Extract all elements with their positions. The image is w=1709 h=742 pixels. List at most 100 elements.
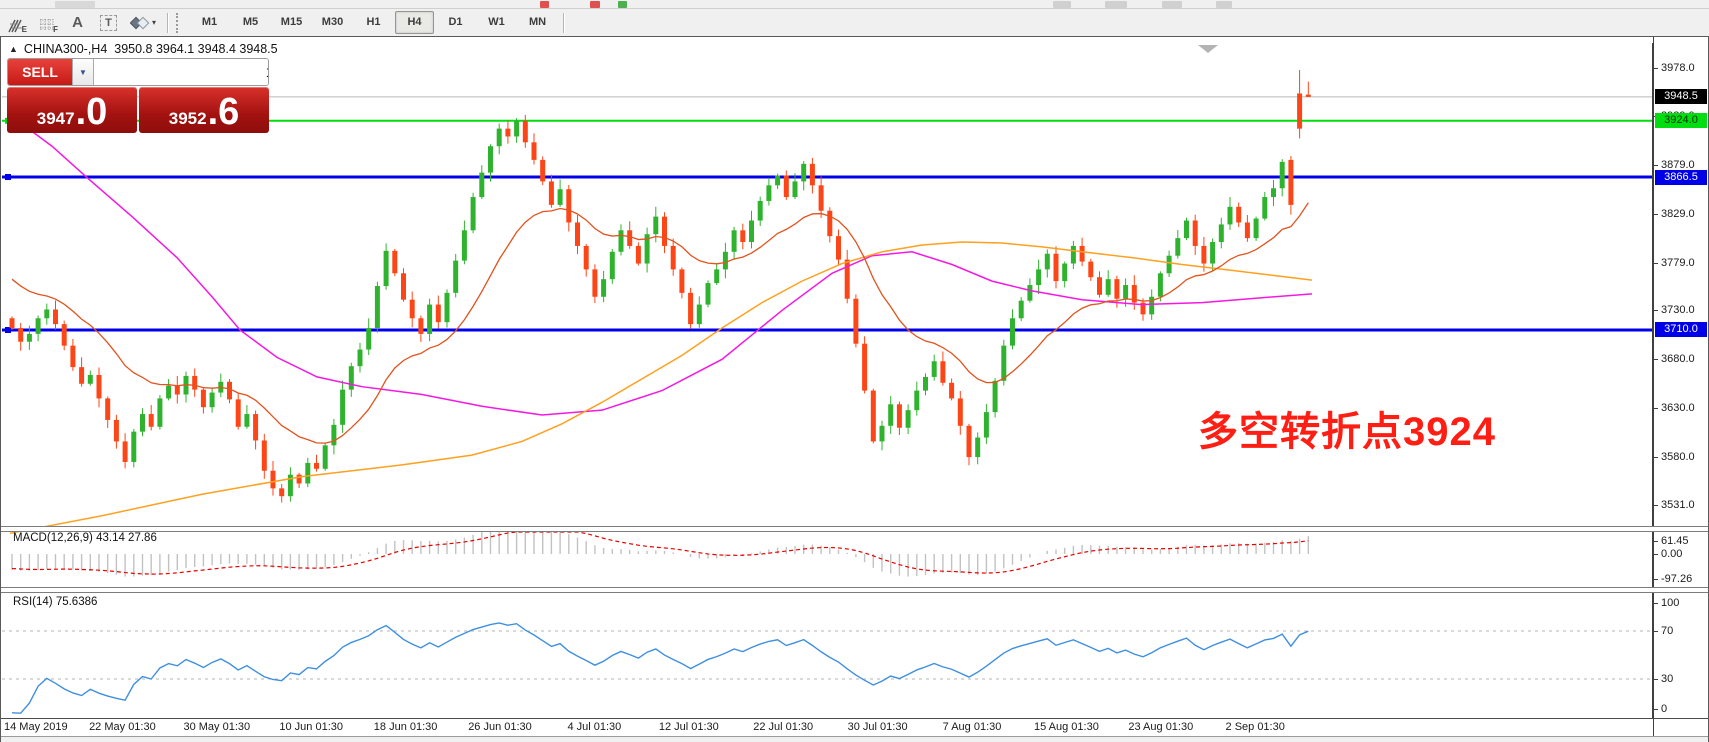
clipped-toolbar-button-2 — [590, 1, 600, 8]
price-badge-3948.5: 3948.5 — [1655, 89, 1707, 105]
price-tick-3680.0-tick — [1654, 359, 1658, 361]
rsi-tick-30: 30 — [1661, 673, 1674, 685]
sell-price-box[interactable]: 3947 .0 — [7, 87, 137, 133]
date-label-5: 26 Jun 01:30 — [468, 721, 532, 733]
date-label-7: 12 Jul 01:30 — [658, 721, 719, 733]
timeframe-M30[interactable]: M30 — [321, 16, 344, 28]
symbol-name: CHINA300-,H4 — [23, 42, 108, 56]
buy-price-box[interactable]: 3952 .6 — [139, 87, 269, 133]
date-label-3: 10 Jun 01:30 — [279, 721, 343, 733]
price-tick-3580.0: 3580.0 — [1661, 451, 1695, 464]
rsi-tick-30-tick — [1654, 679, 1658, 680]
price-axis[interactable]: 3978.03929.03879.03829.03779.03730.03680… — [1653, 37, 1708, 736]
price-tick-3580.0-tick — [1654, 457, 1658, 459]
price-tick-3730.0-tick — [1654, 310, 1658, 312]
toolbar-clipped-row — [0, 0, 1709, 9]
timeframe-MN[interactable]: MN — [528, 16, 547, 28]
timeframe-M15[interactable]: M15 — [280, 16, 303, 28]
shapes-icon[interactable]: ▾ — [125, 11, 161, 35]
clipped-toolbar-button-3 — [618, 1, 627, 8]
toolbar-separator — [167, 12, 169, 33]
macd-tick-0.00-tick — [1654, 554, 1658, 555]
sell-price-fraction: .0 — [75, 91, 108, 133]
date-label-10: 7 Aug 01:30 — [942, 721, 1002, 733]
price-badge-3710.0: 3710.0 — [1655, 322, 1707, 338]
indicators-icon-sub: E — [21, 24, 27, 34]
price-tick-3630.0-tick — [1654, 408, 1658, 410]
price-tick-3779.0-tick — [1654, 262, 1658, 264]
date-label-12: 23 Aug 01:30 — [1128, 721, 1194, 733]
text-label-glyph: A — [72, 14, 83, 31]
timeframe-M1[interactable]: M1 — [201, 16, 218, 28]
chart-title: ▲ CHINA300-,H4 3950.8 3964.1 3948.4 3948.… — [9, 42, 278, 56]
chart-annotation-text: 多空转折点3924 — [1198, 410, 1496, 454]
shapes-caret-icon: ▾ — [151, 18, 156, 27]
price-tick-3680.0: 3680.0 — [1661, 353, 1695, 366]
grid-icon-sub: F — [53, 24, 58, 34]
rsi-tick-100-tick — [1654, 603, 1658, 604]
ohlc-values: 3950.8 3964.1 3948.4 3948.5 — [114, 42, 278, 56]
buy-price-fraction: .6 — [207, 91, 240, 133]
rsi-tick-100: 100 — [1661, 597, 1680, 609]
rsi-tick-0-tick — [1654, 709, 1658, 710]
chart-canvas[interactable] — [2, 43, 1653, 718]
price-tick-3978.0-tick — [1654, 68, 1658, 70]
macd-tick-61.45-tick — [1654, 541, 1658, 542]
macd-panel-separator[interactable] — [1, 526, 1708, 532]
rsi-tick-70: 70 — [1661, 625, 1674, 637]
main-toolbar: E F A T ▾ M1 M5 M15 M30 H1 H4 D1 W1 MN — [0, 9, 1709, 36]
price-tick-3978.0: 3978.0 — [1661, 62, 1695, 75]
timeframe-M5[interactable]: M5 — [242, 16, 259, 28]
clipped-toolbar-button-5 — [1105, 1, 1127, 8]
rsi-panel-separator[interactable] — [1, 587, 1708, 593]
text-box-icon[interactable]: T — [94, 11, 123, 35]
time-axis-line — [1, 718, 1708, 719]
date-label-11: 15 Aug 01:30 — [1033, 721, 1099, 733]
volume-input[interactable] — [94, 59, 268, 85]
grid-icon[interactable]: F — [32, 11, 61, 35]
clipped-toolbar-button-0 — [55, 1, 95, 8]
clipped-toolbar-button-6 — [1162, 1, 1182, 8]
buy-price-main: 3952 — [168, 109, 207, 128]
price-tick-3531.0-tick — [1654, 504, 1658, 506]
collapse-chart-icon[interactable]: ▲ — [9, 44, 18, 54]
macd-tick--97.26-tick — [1654, 579, 1658, 580]
price-tick-3630.0: 3630.0 — [1661, 402, 1695, 415]
date-label-13: 2 Sep 01:30 — [1225, 721, 1285, 733]
date-label-9: 30 Jul 01:30 — [847, 721, 908, 733]
toolbar-drag-handle[interactable] — [176, 12, 183, 33]
price-tick-3829.0-tick — [1654, 213, 1658, 215]
volume-decrease-button[interactable]: ▼ — [72, 59, 94, 85]
status-strip — [1, 736, 1708, 742]
price-tick-3730.0: 3730.0 — [1661, 304, 1695, 317]
macd-tick-61.45: 61.45 — [1661, 535, 1689, 547]
date-label-4: 18 Jun 01:30 — [373, 721, 438, 733]
price-badge-3866.5: 3866.5 — [1655, 169, 1707, 185]
timeframe-H1[interactable]: H1 — [366, 16, 381, 28]
text-box-glyph: T — [100, 14, 117, 31]
rsi-tick-70-tick — [1654, 631, 1658, 632]
text-label-icon[interactable]: A — [63, 11, 92, 35]
price-tick-3879.0-tick — [1654, 164, 1658, 166]
macd-tick--97.26: -97.26 — [1661, 573, 1693, 585]
macd-tick-0.00: 0.00 — [1661, 548, 1683, 560]
macd-label: MACD(12,26,9) 43.14 27.86 — [13, 532, 157, 544]
price-tick-3829.0: 3829.0 — [1661, 207, 1695, 220]
clipped-toolbar-button-4 — [1053, 1, 1071, 8]
clipped-toolbar-button-1 — [540, 1, 549, 8]
date-label-6: 4 Jul 01:30 — [567, 721, 622, 733]
indicators-icon[interactable]: E — [1, 11, 30, 35]
timeframe-group: M1 M5 M15 M30 H1 H4 D1 W1 MN — [189, 11, 558, 34]
date-label-1: 22 May 01:30 — [89, 721, 156, 733]
price-tick-3779.0: 3779.0 — [1661, 256, 1695, 269]
date-label-0: 14 May 2019 — [4, 721, 68, 733]
timeframe-H4[interactable]: H4 — [395, 11, 434, 34]
price-badge-3924.0: 3924.0 — [1655, 113, 1707, 129]
timeframe-W1[interactable]: W1 — [488, 16, 505, 28]
sell-button[interactable]: SELL — [8, 59, 72, 85]
price-tick-3879.0: 3879.0 — [1661, 158, 1695, 171]
timeframe-D1[interactable]: D1 — [448, 16, 463, 28]
sell-price-main: 3947 — [36, 109, 75, 128]
clipped-toolbar-button-7 — [1216, 1, 1232, 8]
